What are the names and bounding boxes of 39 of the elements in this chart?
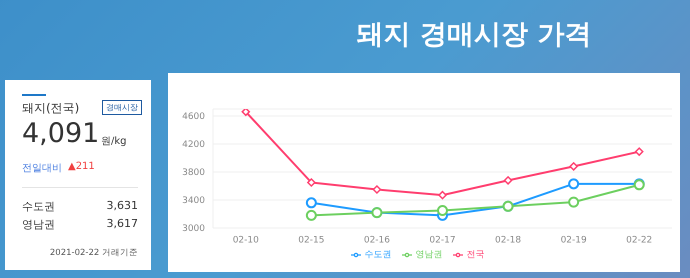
x-tick-label: 02-19 — [560, 235, 587, 246]
text: 경매시장 — [102, 100, 142, 115]
legend-label: 전국 — [466, 250, 484, 260]
text: 원/kg — [101, 135, 127, 148]
chart-title: 돼지 경매시장 가격 — [356, 18, 592, 52]
point — [438, 190, 447, 200]
point — [306, 197, 317, 208]
y-tick-label: 3400 — [182, 196, 206, 206]
point — [372, 185, 382, 194]
text: 2021-02-22 거래기준 — [50, 247, 138, 259]
point — [242, 109, 250, 116]
x-tick-label: 02-10 — [232, 235, 260, 246]
y-tick-label: 3000 — [182, 224, 206, 234]
point — [437, 205, 448, 216]
y-tick-label: 3800 — [182, 168, 206, 178]
text: 전일대비 — [22, 162, 62, 175]
text: 3,631 — [106, 199, 138, 212]
point — [307, 178, 316, 187]
y-tick-label: 4200 — [182, 140, 206, 150]
point — [504, 176, 512, 185]
x-tick-label: 02-17 — [429, 235, 456, 246]
point — [634, 147, 644, 156]
x-tick-label: 02-16 — [364, 235, 390, 246]
point — [568, 196, 580, 208]
legend-label: 영남권 — [416, 250, 442, 260]
point — [569, 162, 578, 171]
text: 영남권 — [22, 217, 55, 232]
x-tick-label: 02-15 — [298, 235, 324, 246]
y-tick-label: 4600 — [182, 112, 206, 122]
text: 4,091 — [22, 118, 100, 149]
x-tick-label: 02-22 — [626, 235, 652, 246]
point — [568, 178, 580, 190]
text: ▲211 — [68, 161, 95, 172]
x-tick-label: 02-18 — [494, 235, 522, 246]
point — [306, 210, 317, 221]
legend-label: 수도권 — [364, 250, 392, 260]
text: 돼지(전국) — [22, 100, 80, 117]
text: 수도권 — [22, 199, 55, 214]
text: 3,617 — [106, 217, 138, 230]
